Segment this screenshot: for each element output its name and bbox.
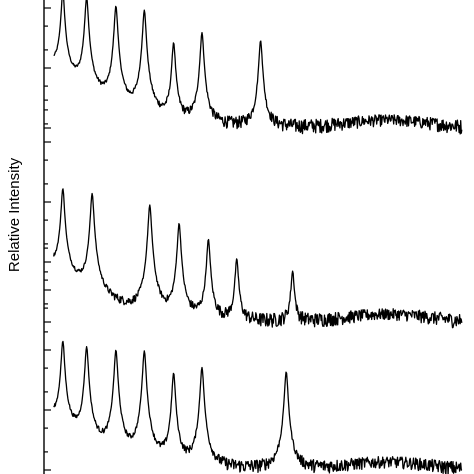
- series-2-trace: [53, 188, 463, 329]
- traces: [53, 0, 463, 474]
- y-axis-label: Relative Intensity: [6, 157, 23, 272]
- y-axis: [43, 0, 51, 474]
- series-1-trace: [53, 0, 463, 135]
- series-3-trace: [53, 340, 463, 474]
